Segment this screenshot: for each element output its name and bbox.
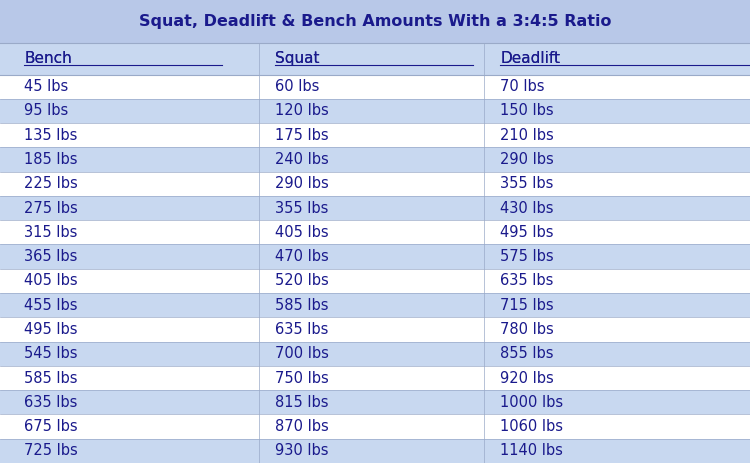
Text: 120 lbs: 120 lbs	[275, 103, 329, 119]
Text: 355 lbs: 355 lbs	[275, 200, 328, 216]
Text: 930 lbs: 930 lbs	[275, 444, 328, 458]
Text: 210 lbs: 210 lbs	[500, 128, 554, 143]
Text: 1060 lbs: 1060 lbs	[500, 419, 563, 434]
Text: Squat, Deadlift & Bench Amounts With a 3:4:5 Ratio: Squat, Deadlift & Bench Amounts With a 3…	[139, 14, 611, 29]
Text: 780 lbs: 780 lbs	[500, 322, 554, 337]
Text: 545 lbs: 545 lbs	[24, 346, 77, 361]
Bar	[0, 342, 750, 366]
Bar	[0, 220, 750, 244]
Text: 520 lbs: 520 lbs	[275, 274, 329, 288]
Bar	[0, 293, 750, 317]
Bar	[0, 269, 750, 293]
Bar	[0, 390, 750, 414]
Text: 45 lbs: 45 lbs	[24, 79, 68, 94]
Text: 585 lbs: 585 lbs	[24, 370, 77, 386]
Text: 135 lbs: 135 lbs	[24, 128, 77, 143]
Text: Deadlift: Deadlift	[500, 51, 560, 66]
Text: 635 lbs: 635 lbs	[275, 322, 328, 337]
Text: 185 lbs: 185 lbs	[24, 152, 77, 167]
Bar	[0, 244, 750, 269]
Text: 700 lbs: 700 lbs	[275, 346, 329, 361]
Text: 225 lbs: 225 lbs	[24, 176, 78, 191]
Text: 290 lbs: 290 lbs	[500, 152, 554, 167]
Text: 725 lbs: 725 lbs	[24, 444, 78, 458]
Text: Bench: Bench	[24, 51, 72, 66]
Text: 575 lbs: 575 lbs	[500, 249, 554, 264]
Text: 315 lbs: 315 lbs	[24, 225, 77, 240]
Text: 275 lbs: 275 lbs	[24, 200, 78, 216]
Bar	[0, 75, 750, 99]
Text: 405 lbs: 405 lbs	[24, 274, 78, 288]
Bar	[0, 99, 750, 123]
Bar	[0, 414, 750, 439]
Bar	[0, 366, 750, 390]
Text: 240 lbs: 240 lbs	[275, 152, 329, 167]
Text: 495 lbs: 495 lbs	[500, 225, 554, 240]
Text: 175 lbs: 175 lbs	[275, 128, 328, 143]
Text: Deadlift: Deadlift	[500, 51, 560, 66]
Text: 365 lbs: 365 lbs	[24, 249, 77, 264]
Text: 1000 lbs: 1000 lbs	[500, 395, 563, 410]
Text: 1140 lbs: 1140 lbs	[500, 444, 563, 458]
Bar	[0, 0, 750, 43]
Text: 430 lbs: 430 lbs	[500, 200, 554, 216]
Bar	[0, 439, 750, 463]
Text: 920 lbs: 920 lbs	[500, 370, 554, 386]
Text: 715 lbs: 715 lbs	[500, 298, 554, 313]
Text: 750 lbs: 750 lbs	[275, 370, 329, 386]
Text: 70 lbs: 70 lbs	[500, 79, 544, 94]
Text: 95 lbs: 95 lbs	[24, 103, 68, 119]
Text: 355 lbs: 355 lbs	[500, 176, 554, 191]
Text: 635 lbs: 635 lbs	[500, 274, 554, 288]
Text: 470 lbs: 470 lbs	[275, 249, 329, 264]
Text: Squat: Squat	[275, 51, 320, 66]
Bar	[0, 317, 750, 342]
Text: 405 lbs: 405 lbs	[275, 225, 328, 240]
Text: 455 lbs: 455 lbs	[24, 298, 77, 313]
Bar	[0, 196, 750, 220]
Text: 855 lbs: 855 lbs	[500, 346, 554, 361]
Bar	[0, 172, 750, 196]
Text: 815 lbs: 815 lbs	[275, 395, 328, 410]
Text: 150 lbs: 150 lbs	[500, 103, 554, 119]
Text: 675 lbs: 675 lbs	[24, 419, 78, 434]
Text: 495 lbs: 495 lbs	[24, 322, 77, 337]
Text: 870 lbs: 870 lbs	[275, 419, 329, 434]
Bar	[0, 147, 750, 172]
Bar	[0, 123, 750, 147]
Text: Squat: Squat	[275, 51, 320, 66]
Text: 635 lbs: 635 lbs	[24, 395, 77, 410]
Text: Bench: Bench	[24, 51, 72, 66]
Text: 60 lbs: 60 lbs	[275, 79, 320, 94]
Text: 585 lbs: 585 lbs	[275, 298, 328, 313]
Text: 290 lbs: 290 lbs	[275, 176, 329, 191]
Bar	[0, 43, 750, 75]
